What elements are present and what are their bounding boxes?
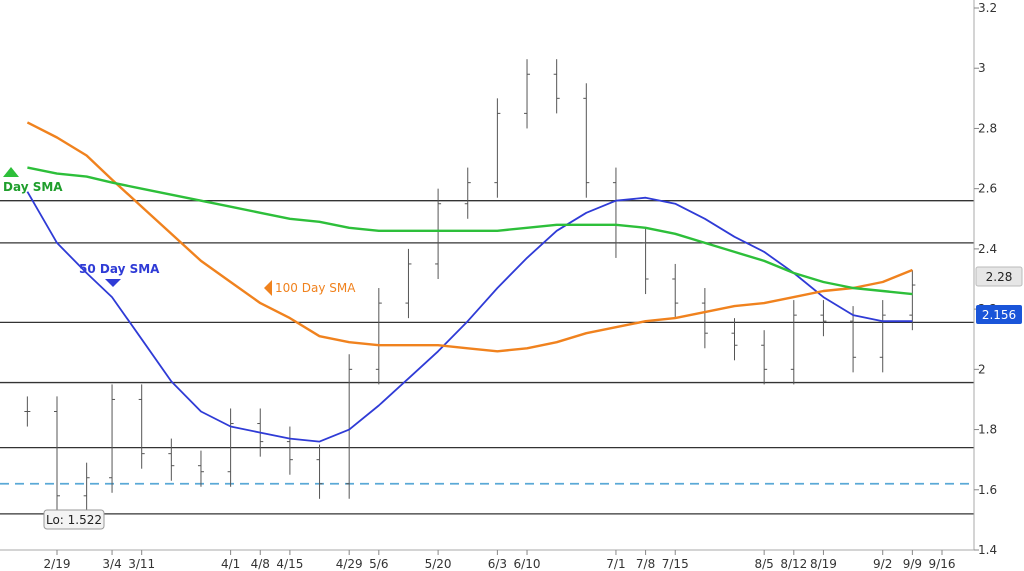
x-tick-label: 4/15 [276, 557, 303, 571]
sma-50-line [26, 191, 913, 443]
x-tick-label: 4/29 [336, 557, 363, 571]
x-tick-label: 4/1 [221, 557, 240, 571]
y-tick-label: 1.6 [978, 483, 997, 497]
x-tick-label: 8/5 [754, 557, 773, 571]
x-tick-label: 9/9 [903, 557, 922, 571]
x-tick-label: 6/10 [514, 557, 541, 571]
x-tick-label: 2/19 [44, 557, 71, 571]
y-tick-label: 2 [978, 362, 986, 376]
x-tick-label: 8/19 [810, 557, 837, 571]
x-tick-label: 8/12 [780, 557, 807, 571]
ohlc-bars [24, 59, 916, 511]
x-tick-label: 9/16 [929, 557, 956, 571]
green-sma-line [27, 166, 913, 296]
y-tick-label: 2.6 [978, 182, 997, 196]
x-tick-label: 7/15 [662, 557, 689, 571]
x-tick-label: 5/20 [425, 557, 452, 571]
last-price-text: 2.28 [986, 270, 1013, 284]
horizontal-levels [0, 200, 974, 515]
level-badge [976, 305, 1022, 324]
sma-50-marker-icon [105, 279, 121, 287]
x-tick-label: 7/1 [606, 557, 625, 571]
level-badge-text: 2.156 [982, 308, 1016, 322]
low-badge-text: Lo: 1.522 [46, 513, 102, 527]
green-sma-marker-icon [3, 167, 19, 177]
x-axis-ticks: 2/19 3/4 3/11 4/1 4/8 4/15 4/29 5/6 5/20 6/3 6/10 7… [44, 550, 956, 571]
x-tick-label: 6/3 [488, 557, 507, 571]
y-tick-label: 3.2 [978, 1, 997, 15]
x-tick-label: 7/8 [636, 557, 655, 571]
x-tick-label: 3/4 [102, 557, 121, 571]
sma-100-line [26, 121, 913, 353]
green-sma-label: Day SMA [3, 180, 63, 194]
x-tick-label: 3/11 [128, 557, 155, 571]
x-tick-label: 4/8 [251, 557, 270, 571]
x-tick-label: 5/6 [369, 557, 388, 571]
y-tick-label: 2.8 [978, 121, 997, 135]
y-tick-label: 3 [978, 61, 986, 75]
x-tick-label: 9/2 [873, 557, 892, 571]
y-tick-label: 1.4 [978, 543, 997, 557]
sma-lines [26, 121, 913, 443]
last-price-badge [975, 266, 1023, 287]
sma-50-label: 50 Day SMA [79, 262, 160, 276]
sma-100-marker-icon [264, 280, 272, 296]
y-tick-label: 1.8 [978, 423, 997, 437]
sma-100-label: 100 Day SMA [275, 281, 356, 295]
low-badge [43, 509, 105, 530]
y-tick-label: 2.4 [978, 242, 997, 256]
